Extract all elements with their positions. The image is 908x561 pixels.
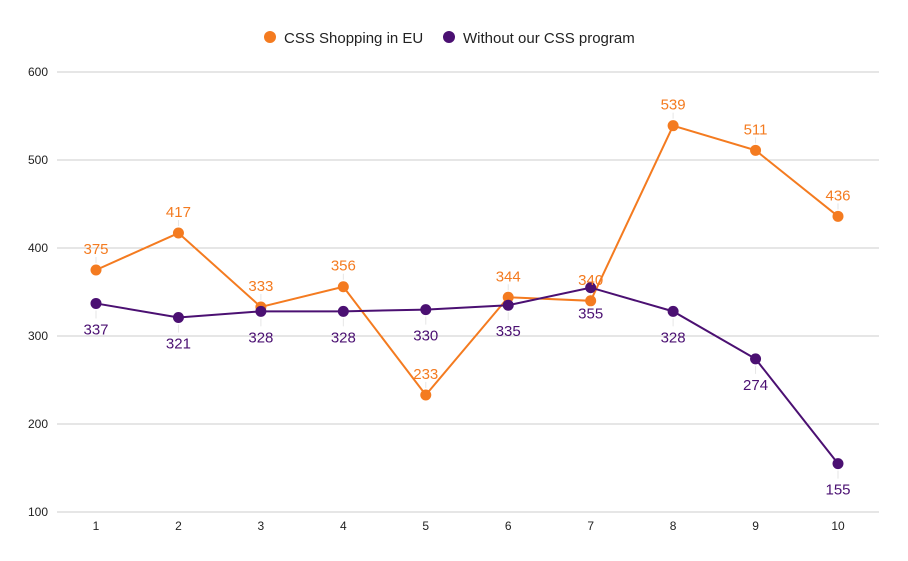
data-label-css-shopping: 511: [744, 121, 768, 138]
legend-label-without-program: Without our CSS program: [463, 30, 635, 47]
data-point-without-program[interactable]: [420, 304, 432, 316]
legend-label-css-shopping: CSS Shopping in EU: [284, 30, 423, 47]
data-point-without-program[interactable]: [255, 305, 267, 317]
data-label-css-shopping: 375: [83, 241, 108, 258]
x-tick-label: 7: [587, 519, 594, 533]
legend-item-without-program[interactable]: Without our CSS program: [443, 30, 635, 47]
legend-item-css-shopping[interactable]: CSS Shopping in EU: [264, 30, 423, 47]
series-line-without-program: [95, 286, 839, 465]
y-tick-label: 200: [28, 417, 48, 431]
data-point-without-program[interactable]: [750, 353, 762, 365]
y-axis: 100 200 300 400 500 600: [28, 65, 48, 519]
data-label-without-program: 355: [578, 306, 603, 323]
data-label-css-shopping: 539: [661, 97, 686, 114]
x-tick-label: 10: [831, 519, 845, 533]
data-point-without-program[interactable]: [667, 305, 679, 317]
data-point-css-shopping[interactable]: [172, 227, 184, 239]
x-tick-label: 6: [505, 519, 512, 533]
data-point-without-program[interactable]: [90, 297, 102, 309]
data-label-without-program: 328: [331, 329, 356, 346]
data-label-css-shopping: 233: [413, 366, 438, 383]
data-label-without-program: 328: [248, 329, 273, 346]
x-tick-label: 2: [175, 519, 182, 533]
x-tick-label: 4: [340, 519, 347, 533]
series: [90, 120, 844, 470]
data-label-without-program: 330: [413, 328, 438, 345]
x-tick-label: 9: [752, 519, 759, 533]
data-point-css-shopping[interactable]: [90, 264, 102, 276]
y-tick-label: 300: [28, 329, 48, 343]
data-label-without-program: 321: [166, 336, 191, 353]
data-point-css-shopping[interactable]: [420, 389, 432, 401]
data-label-without-program: 274: [743, 377, 768, 394]
series-without-program: [90, 282, 844, 470]
legend-marker-css-shopping: [264, 31, 276, 43]
data-point-css-shopping[interactable]: [502, 291, 514, 303]
data-label-without-program: 337: [83, 321, 108, 338]
data-point-without-program[interactable]: [585, 282, 597, 294]
data-label-without-program: 328: [661, 329, 686, 346]
legend-marker-without-program: [443, 31, 455, 43]
data-point-without-program[interactable]: [502, 299, 514, 311]
y-tick-label: 600: [28, 65, 48, 79]
data-point-css-shopping[interactable]: [750, 144, 762, 156]
series-line-css-shopping: [95, 124, 839, 397]
data-point-without-program[interactable]: [832, 458, 844, 470]
data-label-without-program: 335: [496, 323, 521, 340]
y-tick-label: 400: [28, 241, 48, 255]
series-css-shopping: [90, 120, 844, 401]
data-point-css-shopping[interactable]: [337, 281, 349, 293]
x-tick-label: 5: [422, 519, 429, 533]
x-tick-label: 1: [93, 519, 100, 533]
data-point-css-shopping[interactable]: [832, 210, 844, 222]
data-label-css-shopping: 340: [578, 272, 603, 289]
data-label-css-shopping: 436: [825, 187, 850, 204]
data-point-without-program[interactable]: [172, 312, 184, 324]
y-tick-label: 100: [28, 505, 48, 519]
data-point-without-program[interactable]: [337, 305, 349, 317]
data-label-css-shopping: 333: [248, 278, 273, 295]
data-label-css-shopping: 417: [166, 204, 191, 221]
data-labels: 375 417 333 356 233 344 340 539 511 436 337 321 328 3…: [83, 97, 850, 499]
x-axis: 1 2 3 4 5 6 7 8 9 10: [93, 519, 845, 533]
x-tick-label: 3: [258, 519, 265, 533]
data-point-css-shopping[interactable]: [667, 120, 679, 132]
data-point-css-shopping[interactable]: [585, 295, 597, 307]
data-label-without-program: 155: [825, 482, 850, 499]
x-tick-label: 8: [670, 519, 677, 533]
legend: CSS Shopping in EU Without our CSS progr…: [264, 30, 635, 47]
y-tick-label: 500: [28, 153, 48, 167]
data-label-css-shopping: 344: [496, 268, 521, 285]
data-label-css-shopping: 356: [331, 258, 356, 275]
